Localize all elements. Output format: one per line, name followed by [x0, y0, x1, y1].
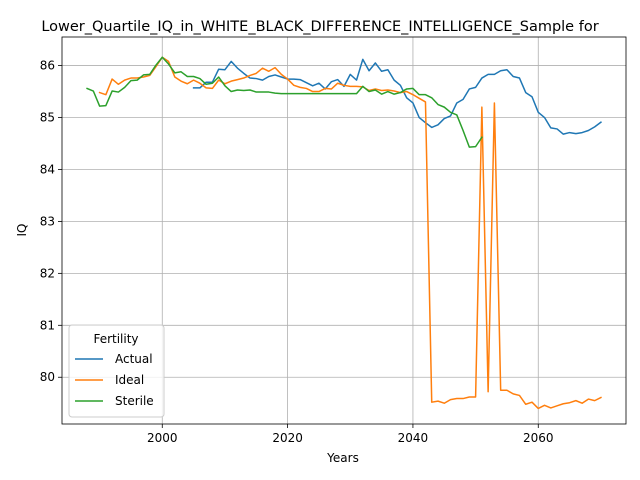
- x-tick-label: 2000: [147, 431, 178, 445]
- series-line-actual: [192, 58, 602, 135]
- legend-label-sterile: Sterile: [115, 394, 154, 408]
- x-axis-ticks: 2000 2020 2040 2060: [147, 424, 554, 445]
- y-tick-label: 81: [40, 318, 55, 332]
- y-tick-label: 85: [40, 111, 55, 125]
- plot-frame: [61, 36, 627, 425]
- series-line-ideal: [98, 56, 602, 410]
- grid-lines: [62, 37, 626, 424]
- y-tick-label: 82: [40, 266, 55, 280]
- legend-label-ideal: Ideal: [115, 373, 144, 387]
- legend-label-actual: Actual: [115, 352, 153, 366]
- x-axis-label: Years: [326, 451, 359, 465]
- y-tick-label: 83: [40, 214, 55, 228]
- chart-title: Lower_Quartile_IQ_in_WHITE_BLACK_DIFFERE…: [41, 19, 598, 35]
- y-tick-label: 86: [40, 59, 55, 73]
- series-line-sterile: [86, 56, 483, 148]
- series-layer: [86, 56, 602, 410]
- legend-items: Actual Ideal Sterile: [75, 352, 154, 408]
- legend-box: [68, 324, 165, 418]
- y-axis-ticks: 80 81 82 83 84 85 86: [40, 59, 62, 384]
- legend: Fertility Actual Ideal Sterile: [68, 324, 165, 418]
- y-tick-label: 80: [40, 370, 55, 384]
- x-tick-label: 2060: [523, 431, 554, 445]
- x-tick-label: 2040: [398, 431, 429, 445]
- x-tick-label: 2020: [272, 431, 303, 445]
- y-tick-label: 84: [40, 162, 55, 176]
- y-axis-label: IQ: [15, 224, 29, 237]
- legend-title: Fertility: [93, 332, 138, 346]
